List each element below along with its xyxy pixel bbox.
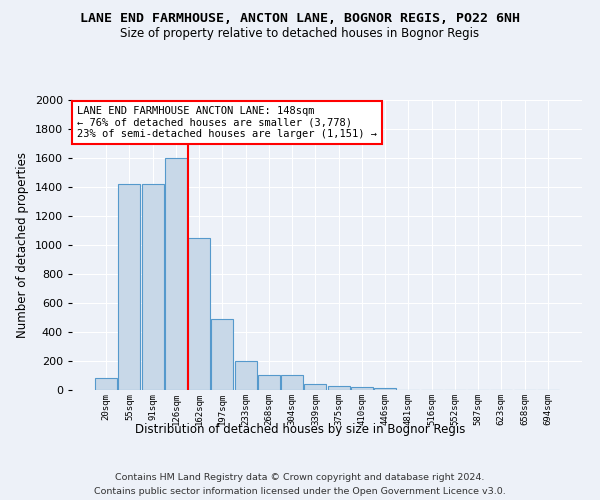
Bar bbox=[328, 386, 350, 390]
Bar bbox=[211, 319, 233, 390]
Bar bbox=[351, 387, 373, 390]
Bar bbox=[95, 378, 117, 390]
Bar bbox=[304, 384, 326, 390]
Bar bbox=[142, 184, 164, 390]
Bar bbox=[258, 375, 280, 390]
Bar bbox=[188, 238, 210, 390]
Bar bbox=[118, 184, 140, 390]
Bar bbox=[281, 375, 303, 390]
Bar bbox=[374, 388, 396, 390]
Bar bbox=[165, 158, 187, 390]
Y-axis label: Number of detached properties: Number of detached properties bbox=[16, 152, 29, 338]
Bar bbox=[235, 361, 257, 390]
Text: LANE END FARMHOUSE, ANCTON LANE, BOGNOR REGIS, PO22 6NH: LANE END FARMHOUSE, ANCTON LANE, BOGNOR … bbox=[80, 12, 520, 26]
Text: Contains public sector information licensed under the Open Government Licence v3: Contains public sector information licen… bbox=[94, 488, 506, 496]
Text: Size of property relative to detached houses in Bognor Regis: Size of property relative to detached ho… bbox=[121, 28, 479, 40]
Text: Contains HM Land Registry data © Crown copyright and database right 2024.: Contains HM Land Registry data © Crown c… bbox=[115, 472, 485, 482]
Text: LANE END FARMHOUSE ANCTON LANE: 148sqm
← 76% of detached houses are smaller (3,7: LANE END FARMHOUSE ANCTON LANE: 148sqm ←… bbox=[77, 106, 377, 139]
Text: Distribution of detached houses by size in Bognor Regis: Distribution of detached houses by size … bbox=[135, 422, 465, 436]
